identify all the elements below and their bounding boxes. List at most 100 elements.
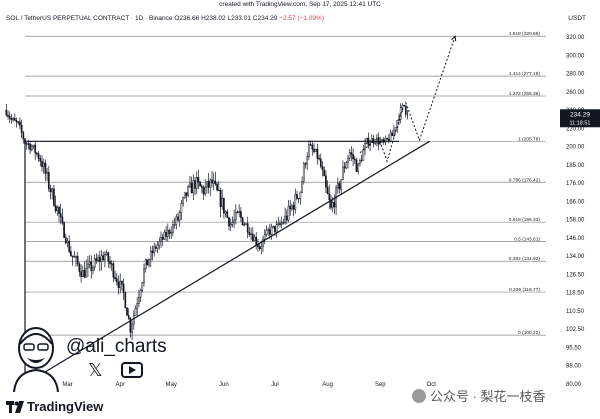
candle-body — [364, 143, 366, 151]
author-handle: @ali_charts — [66, 336, 167, 357]
candle-body — [165, 231, 167, 237]
candle-body — [46, 171, 48, 174]
candle-body — [391, 132, 394, 137]
candle-body — [59, 213, 62, 218]
ascending-trendline[interactable] — [24, 140, 430, 385]
candle-body — [199, 181, 201, 187]
candle-body — [138, 296, 140, 304]
candle-body — [175, 216, 178, 225]
candle-body — [272, 225, 275, 228]
candle-body — [204, 186, 207, 195]
candle-body — [68, 240, 71, 252]
candle-body — [39, 158, 42, 162]
y-tick-label: 176.00 — [566, 181, 585, 187]
candle-body — [83, 269, 86, 278]
candle-body — [401, 104, 404, 109]
candle-body — [63, 222, 65, 238]
candle-body — [183, 192, 186, 198]
x-tick-label: Sep — [375, 382, 386, 388]
candle-body — [36, 152, 38, 155]
projection-arrowhead — [451, 35, 457, 42]
candle-body — [178, 212, 181, 221]
candle-body — [321, 166, 324, 171]
candle-body — [139, 290, 142, 298]
candle-body — [195, 177, 198, 189]
candle-body — [115, 278, 118, 283]
candle-body — [104, 254, 106, 261]
candle-body — [5, 109, 8, 116]
candle-body — [297, 198, 300, 200]
candle-body — [223, 197, 225, 214]
candle-body — [265, 229, 268, 235]
candle-body — [279, 223, 281, 225]
candle-body — [212, 180, 215, 184]
candle-body — [158, 241, 161, 246]
candle-body — [37, 153, 40, 159]
candle-body — [64, 237, 67, 244]
candle-body — [76, 256, 79, 265]
candle-body — [393, 129, 395, 137]
candle-body — [308, 144, 310, 157]
candle-body — [53, 188, 55, 206]
candle-body — [7, 114, 9, 117]
candle-body — [93, 258, 96, 268]
projection-path[interactable] — [398, 36, 456, 142]
candle-body — [180, 203, 183, 213]
x-icon[interactable]: 𝕏 — [88, 360, 103, 380]
candle-body — [251, 233, 254, 241]
y-tick-label: 300.00 — [566, 53, 585, 59]
candle-body — [15, 120, 18, 123]
y-tick-label: 80.00 — [566, 382, 582, 388]
candle-body — [110, 263, 113, 265]
candle-body — [58, 206, 60, 214]
candle-body — [25, 143, 28, 145]
y-tick-label: 200.00 — [566, 145, 585, 151]
candle-body — [146, 259, 149, 266]
y-tick-label: 102.50 — [566, 327, 585, 333]
candle-body — [311, 144, 314, 150]
candle-body — [22, 132, 25, 140]
candle-body — [202, 187, 205, 195]
youtube-icon[interactable] — [121, 362, 143, 378]
candle-body — [51, 188, 54, 193]
candle-body — [129, 318, 132, 333]
candle-body — [302, 163, 305, 182]
candle-body — [282, 222, 285, 224]
candle-body — [134, 308, 137, 316]
candle-body — [348, 152, 351, 159]
candle-body — [338, 183, 341, 190]
ohlc-values: O236.66 H238.02 L233.01 C234.29 — [174, 15, 278, 22]
candle-body — [296, 194, 298, 199]
candle-body — [211, 179, 213, 184]
candle-body — [173, 224, 176, 226]
candle-body — [160, 236, 162, 242]
tradingview-logo[interactable]: TradingView — [6, 399, 103, 414]
y-tick-label: 110.50 — [566, 309, 585, 315]
candle-body — [217, 189, 220, 192]
candle-body — [246, 223, 249, 233]
created-note: created with TradingView.com, Sep 17, 20… — [219, 1, 381, 8]
candle-body — [131, 323, 133, 333]
prior-projection-path[interactable] — [359, 114, 402, 163]
candle-body — [73, 256, 76, 258]
fib-level-label: 0 (100.22) — [518, 330, 540, 336]
candle-body — [41, 161, 43, 167]
y-tick-label: 320.00 — [566, 35, 585, 41]
candle-body — [325, 175, 327, 188]
price-badge-countdown: 11:18:51 — [569, 120, 590, 126]
candle-body — [406, 114, 409, 116]
candle-body — [323, 169, 326, 177]
candle-body — [168, 229, 171, 234]
y-tick-label: 158.00 — [566, 218, 585, 224]
candle-body — [153, 246, 156, 254]
candle-body — [353, 158, 356, 161]
symbol-legend: SOL / TetherUS PERPETUAL CONTRACT · 1D ·… — [6, 15, 324, 22]
candle-body — [274, 225, 276, 233]
candle-body — [333, 202, 336, 208]
x-tick-label: Oct — [427, 382, 437, 388]
candle-body — [144, 259, 147, 269]
candle-body — [190, 183, 193, 194]
candle-body — [75, 256, 77, 258]
candle-body — [289, 205, 292, 210]
